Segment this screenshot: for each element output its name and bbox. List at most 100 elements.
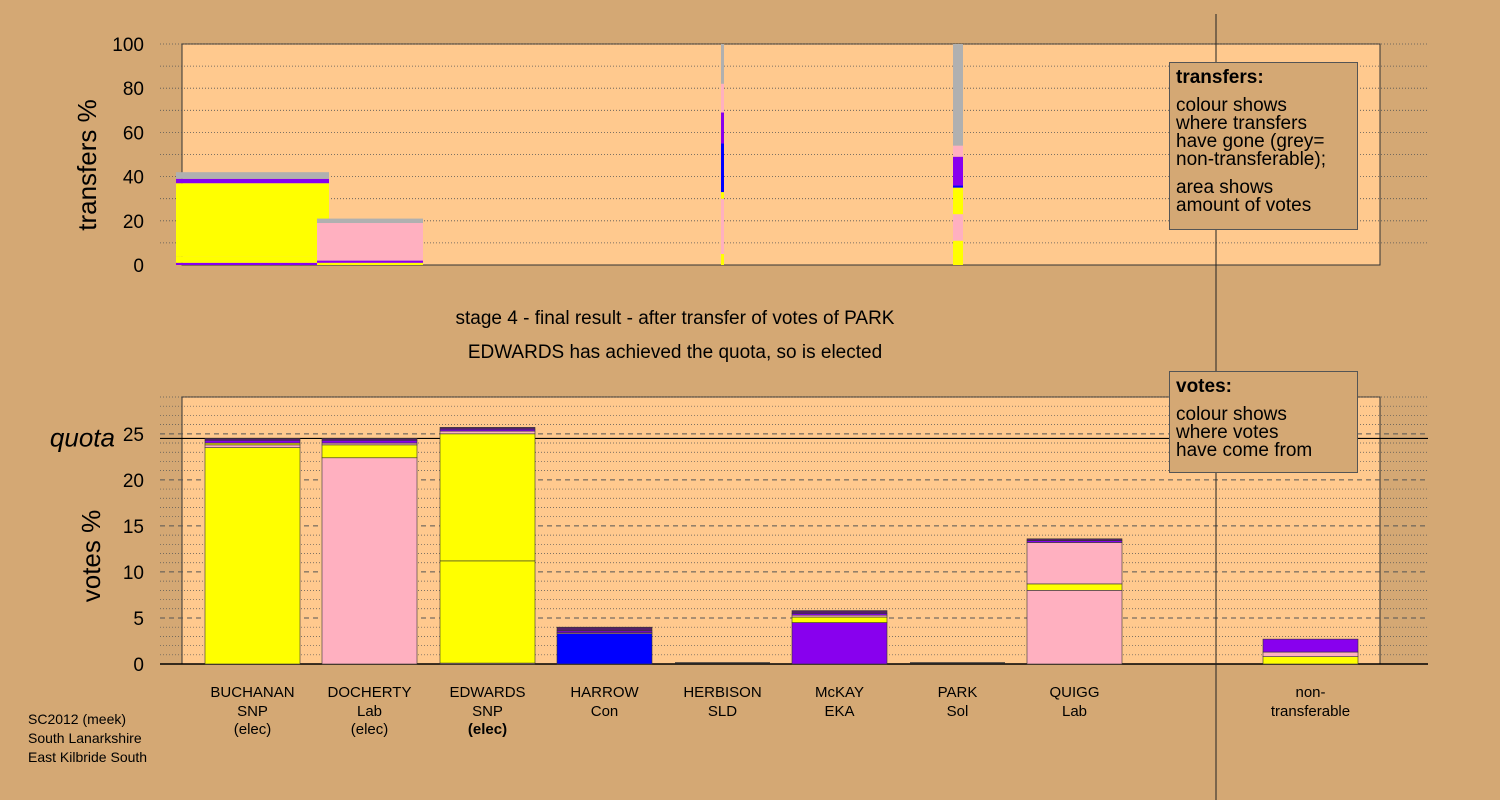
transfer-segment (953, 240, 963, 265)
transfer-segment (953, 214, 963, 241)
vote-segment (439, 430, 536, 435)
candidate-party: Lab (357, 703, 382, 720)
transfers-y-tick: 40 (123, 168, 144, 189)
candidate-name: HARROW (570, 684, 639, 701)
credit-line: SC2012 (meek) (28, 711, 127, 727)
transfer-segment (317, 218, 423, 224)
vote-segment (439, 560, 536, 664)
transfer-segment (721, 44, 724, 84)
vote-segment (556, 633, 653, 665)
transfers-axis-title: transfers % (72, 99, 102, 231)
candidate-party: Con (591, 703, 619, 720)
vote-segment (439, 433, 536, 562)
vote-segment (1026, 590, 1123, 665)
transfer-segment (176, 178, 329, 184)
votes-legend-line: colour shows (1176, 404, 1287, 425)
candidate-party: Sol (947, 703, 969, 720)
quota-label: quota (50, 422, 115, 452)
vote-segment (321, 457, 418, 665)
votes-legend-line: have come from (1176, 440, 1313, 461)
candidate-status: (elec) (234, 721, 272, 738)
candidate-name: EDWARDS (449, 684, 525, 701)
votes-legend: votes: colour shows where votes have com… (1169, 371, 1358, 473)
transfers-y-tick: 100 (112, 35, 144, 56)
votes-y-tick: 25 (123, 425, 144, 446)
vote-segment (204, 438, 301, 441)
non-transferable-segment (1262, 651, 1359, 657)
candidate-name: PARK (938, 684, 978, 701)
vote-segment (791, 616, 888, 623)
candidate-party: SNP (237, 703, 268, 720)
elected-text: EDWARDS has achieved the quota, so is el… (468, 342, 882, 363)
non-transferable-label: non- (1295, 684, 1325, 701)
credit-line: South Lanarkshire (28, 730, 142, 746)
stage-text: stage 4 - final result - after transfer … (456, 308, 895, 329)
transfer-segment (317, 260, 423, 263)
transfer-segment (721, 225, 724, 254)
votes-axis-title: votes % (76, 510, 106, 603)
vote-segment (321, 438, 418, 441)
candidate-party: Lab (1062, 703, 1087, 720)
transfers-legend-line: where transfers (1176, 113, 1307, 134)
transfers-y-tick: 20 (123, 212, 144, 233)
transfer-segment (721, 143, 724, 193)
vote-segment (1026, 583, 1123, 591)
transfer-segment (317, 223, 423, 261)
candidate-name: McKAY (815, 684, 864, 701)
transfers-legend-line: area shows (1176, 177, 1274, 198)
votes-y-tick: 5 (133, 609, 144, 630)
transfer-segment (721, 253, 724, 265)
votes-y-tick: 20 (123, 471, 144, 492)
vote-segment (204, 447, 301, 665)
candidate-status: (elec) (468, 721, 507, 738)
candidate-party: SLD (708, 703, 737, 720)
non-transferable-label: transferable (1271, 703, 1350, 720)
candidate-party: SNP (472, 703, 503, 720)
vote-segment (204, 439, 301, 444)
candidate-name: HERBISON (683, 684, 761, 701)
transfer-segment (953, 185, 963, 188)
vote-segment (556, 626, 653, 632)
transfers-legend-line: colour shows (1176, 95, 1287, 116)
transfer-segment (176, 256, 329, 263)
vote-segment (791, 610, 888, 614)
votes-y-tick: 10 (123, 563, 144, 584)
transfer-segment (721, 192, 724, 199)
transfers-legend-title: transfers: (1176, 67, 1264, 88)
transfer-segment (953, 145, 963, 157)
transfers-y-tick: 60 (123, 123, 144, 144)
votes-y-tick: 15 (123, 517, 144, 538)
candidate-name: BUCHANAN (210, 684, 294, 701)
transfer-segment (176, 183, 329, 257)
non-transferable-segment (1262, 656, 1359, 665)
votes-legend-title: votes: (1176, 376, 1232, 397)
vote-segment (321, 439, 418, 444)
transfer-segment (176, 172, 329, 179)
candidate-name: DOCHERTY (328, 684, 412, 701)
non-transferable-segment (1262, 638, 1359, 653)
transfers-legend-line: amount of votes (1176, 195, 1312, 216)
credit: SC2012 (meek) South Lanarkshire East Kil… (28, 710, 147, 767)
transfer-segment (953, 44, 963, 146)
vote-segment (439, 427, 536, 430)
transfer-segment (176, 262, 329, 265)
credit-line: East Kilbride South (28, 749, 148, 765)
candidate-status: (elec) (351, 721, 389, 738)
votes-legend-line: where votes (1176, 422, 1279, 443)
transfer-segment (953, 187, 963, 215)
vote-segment (1026, 538, 1123, 541)
transfers-legend: transfers: colour shows where transfers … (1169, 62, 1358, 230)
transfers-legend-line: non-transferable); (1176, 149, 1326, 170)
transfer-segment (721, 90, 724, 113)
transfer-segment (721, 198, 724, 226)
vote-segment (204, 444, 301, 448)
transfer-segment (721, 83, 724, 91)
vote-segment (321, 444, 418, 459)
vote-segment (1026, 542, 1123, 585)
transfer-segment (721, 112, 724, 144)
votes-y-tick: 0 (133, 655, 144, 676)
candidate-name: QUIGG (1049, 684, 1099, 701)
transfers-y-tick: 0 (133, 256, 144, 277)
candidate-party: EKA (824, 703, 854, 720)
transfers-legend-line: have gone (grey= (1176, 131, 1325, 152)
